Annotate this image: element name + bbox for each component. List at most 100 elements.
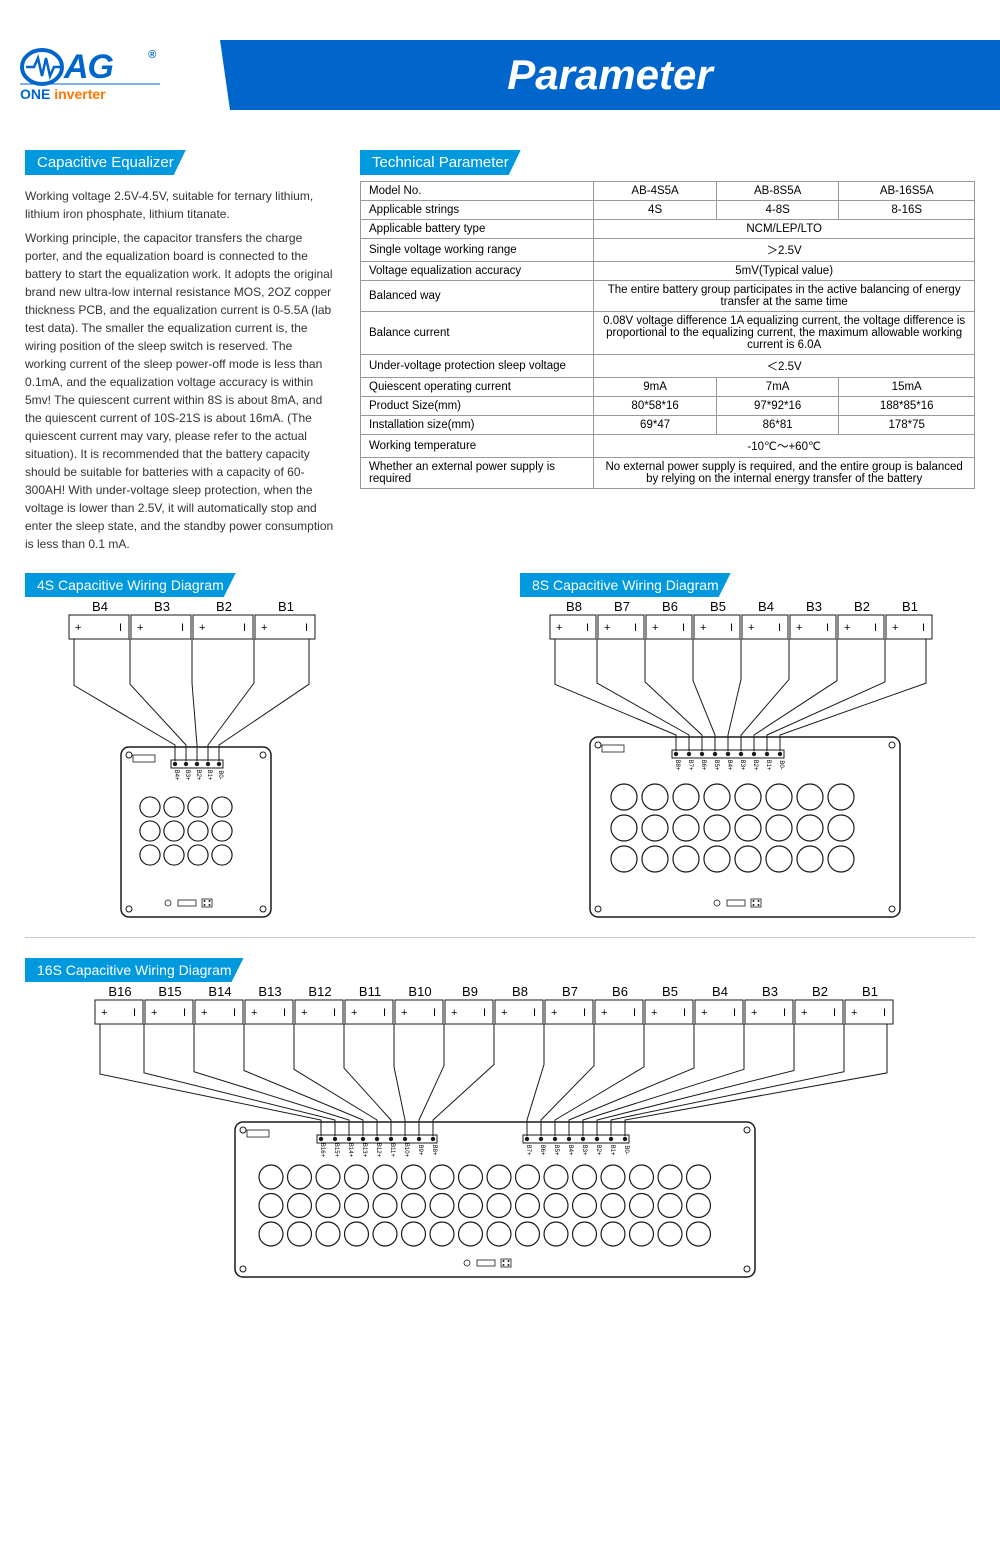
svg-text:B4: B4: [92, 599, 108, 614]
svg-text:B3: B3: [806, 599, 822, 614]
svg-text:B1+: B1+: [206, 770, 212, 781]
svg-text:B10: B10: [408, 984, 431, 999]
svg-text:+: +: [701, 1007, 707, 1019]
svg-text:+: +: [201, 1007, 207, 1019]
svg-text:B6: B6: [612, 984, 628, 999]
svg-text:I: I: [778, 622, 781, 634]
svg-text:B11+: B11+: [389, 1143, 395, 1157]
4s-wiring-diagram: B4+IB3+IB2+IB1+IB4+B3+B2+B1+B0-: [25, 597, 490, 927]
svg-text:B5+: B5+: [553, 1145, 559, 1156]
svg-text:®: ®: [148, 49, 157, 61]
svg-text:B8: B8: [566, 599, 582, 614]
technical-parameter-heading: Technical Parameter: [360, 150, 521, 175]
svg-text:B4+: B4+: [726, 760, 732, 771]
svg-text:B3: B3: [762, 984, 778, 999]
svg-text:I: I: [305, 622, 308, 634]
logo-main: AG ®: [20, 48, 200, 86]
svg-text:I: I: [833, 1007, 836, 1019]
svg-text:B1: B1: [902, 599, 918, 614]
svg-text:B6+: B6+: [539, 1145, 545, 1156]
svg-text:B2+: B2+: [595, 1145, 601, 1156]
description-p1: Working voltage 2.5V-4.5V, suitable for …: [25, 187, 335, 223]
svg-text:+: +: [556, 622, 562, 634]
svg-text:B8: B8: [512, 984, 528, 999]
16s-wiring-diagram: B16+IB15+IB14+IB13+IB12+IB11+IB10+IB9+IB…: [25, 982, 975, 1292]
svg-text:B4+: B4+: [567, 1145, 573, 1156]
svg-text:+: +: [551, 1007, 557, 1019]
svg-text:B5: B5: [710, 599, 726, 614]
svg-text:B2: B2: [854, 599, 870, 614]
svg-text:I: I: [583, 1007, 586, 1019]
svg-text:B1+: B1+: [609, 1145, 615, 1156]
svg-text:+: +: [651, 1007, 657, 1019]
svg-text:+: +: [601, 1007, 607, 1019]
svg-text:+: +: [261, 622, 267, 634]
svg-text:I: I: [533, 1007, 536, 1019]
svg-text:+: +: [751, 1007, 757, 1019]
svg-text:+: +: [301, 1007, 307, 1019]
svg-text:B16: B16: [108, 984, 131, 999]
svg-text:AG: AG: [63, 48, 114, 86]
svg-text:B16+: B16+: [319, 1143, 325, 1158]
svg-text:B0-: B0-: [623, 1145, 629, 1154]
svg-text:I: I: [283, 1007, 286, 1019]
svg-text:B2+: B2+: [195, 770, 201, 781]
svg-text:+: +: [844, 622, 850, 634]
svg-text:I: I: [433, 1007, 436, 1019]
svg-text:+: +: [700, 622, 706, 634]
svg-text:I: I: [181, 622, 184, 634]
svg-text:B1: B1: [278, 599, 294, 614]
svg-text:I: I: [874, 622, 877, 634]
svg-text:B9: B9: [462, 984, 478, 999]
svg-text:+: +: [151, 1007, 157, 1019]
svg-text:I: I: [183, 1007, 186, 1019]
svg-text:+: +: [652, 622, 658, 634]
svg-text:B10+: B10+: [403, 1143, 409, 1158]
svg-text:+: +: [199, 622, 205, 634]
svg-text:B2: B2: [812, 984, 828, 999]
description-p2: Working principle, the capacitor transfe…: [25, 229, 335, 553]
svg-text:I: I: [826, 622, 829, 634]
svg-text:I: I: [483, 1007, 486, 1019]
capacitive-equalizer-heading: Capacitive Equalizer: [25, 150, 186, 175]
svg-text:B15+: B15+: [333, 1143, 339, 1158]
svg-text:+: +: [748, 622, 754, 634]
16s-diagram-title: 16S Capacitive Wiring Diagram: [25, 958, 244, 982]
svg-text:B15: B15: [158, 984, 181, 999]
svg-text:B5: B5: [662, 984, 678, 999]
svg-text:I: I: [783, 1007, 786, 1019]
svg-text:I: I: [383, 1007, 386, 1019]
svg-text:B0-: B0-: [217, 770, 223, 779]
svg-text:I: I: [634, 622, 637, 634]
svg-text:+: +: [351, 1007, 357, 1019]
svg-text:I: I: [233, 1007, 236, 1019]
svg-text:B7: B7: [614, 599, 630, 614]
svg-text:B13+: B13+: [361, 1143, 367, 1158]
svg-text:B2: B2: [216, 599, 232, 614]
svg-text:B1+: B1+: [765, 760, 771, 771]
logo: AG ® ONE inverter: [0, 48, 200, 102]
svg-text:B6+: B6+: [700, 760, 706, 771]
svg-text:B3+: B3+: [739, 760, 745, 771]
svg-text:B5+: B5+: [713, 760, 719, 771]
svg-text:B7+: B7+: [687, 760, 693, 771]
svg-text:I: I: [133, 1007, 136, 1019]
svg-text:B8+: B8+: [674, 760, 680, 771]
svg-text:+: +: [892, 622, 898, 634]
svg-text:+: +: [137, 622, 143, 634]
svg-text:B14: B14: [208, 984, 231, 999]
svg-text:B8+: B8+: [431, 1145, 437, 1156]
svg-text:B14+: B14+: [347, 1143, 353, 1158]
parameter-table: Model No.AB-4S5AAB-8S5AAB-16S5AApplicabl…: [360, 181, 975, 489]
svg-text:B2+: B2+: [752, 760, 758, 771]
svg-text:+: +: [75, 622, 81, 634]
svg-text:I: I: [243, 622, 246, 634]
4s-diagram-title: 4S Capacitive Wiring Diagram: [25, 573, 236, 597]
svg-text:I: I: [922, 622, 925, 634]
svg-text:+: +: [451, 1007, 457, 1019]
svg-text:+: +: [796, 622, 802, 634]
svg-text:+: +: [604, 622, 610, 634]
8s-diagram-title: 8S Capacitive Wiring Diagram: [520, 573, 731, 597]
svg-text:B4: B4: [712, 984, 728, 999]
svg-text:B11: B11: [359, 984, 381, 999]
